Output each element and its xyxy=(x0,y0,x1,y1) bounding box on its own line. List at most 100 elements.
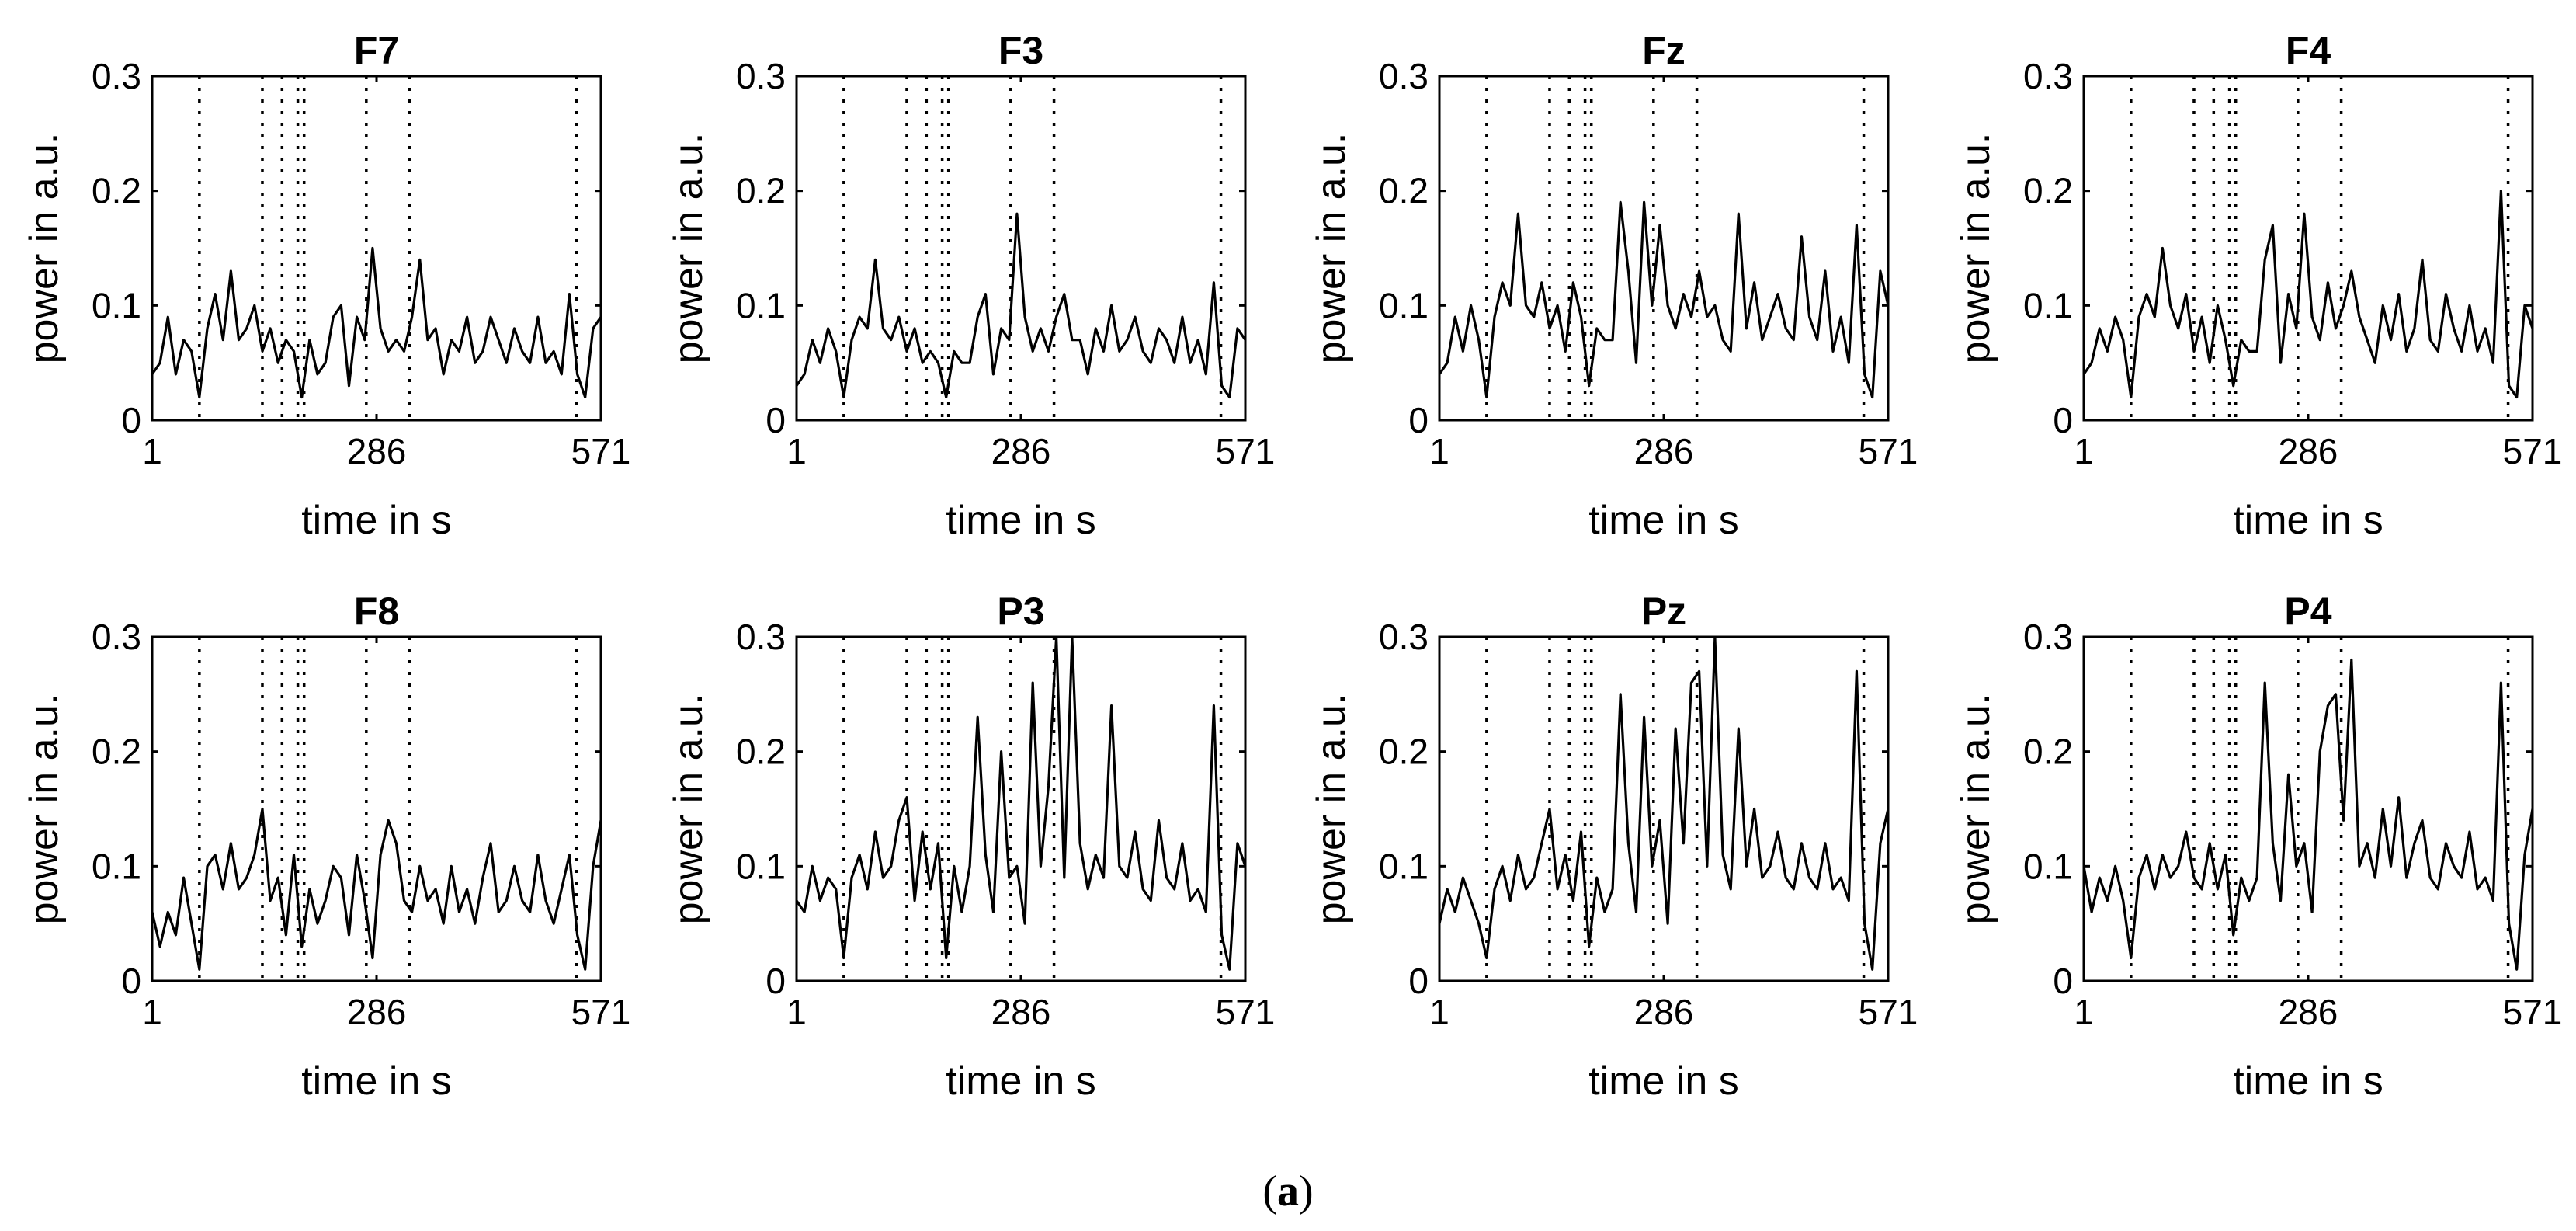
chart-title: F3 xyxy=(998,29,1043,72)
x-tick-label: 1 xyxy=(1429,431,1449,471)
y-tick-label: 0.3 xyxy=(1379,56,1429,96)
x-axis-label: time in s xyxy=(301,1059,452,1104)
y-tick-label: 0 xyxy=(1408,961,1429,1001)
y-tick-label: 0.1 xyxy=(736,846,786,886)
x-tick-label: 1 xyxy=(1429,992,1449,1032)
y-axis-label: power in a.u. xyxy=(1953,133,1998,364)
x-tick-label: 286 xyxy=(1634,992,1694,1032)
chart-title: Pz xyxy=(1641,589,1686,633)
y-tick-label: 0.3 xyxy=(1379,617,1429,657)
series-line-f7 xyxy=(152,246,601,399)
x-axis-label: time in s xyxy=(946,498,1096,543)
x-tick-label: 286 xyxy=(2279,992,2338,1032)
x-tick-label: 1 xyxy=(786,992,807,1032)
series-line-fz xyxy=(1439,200,1888,399)
x-tick-label: 1 xyxy=(2074,431,2094,471)
y-tick-label: 0.1 xyxy=(92,285,141,325)
series-line-f8 xyxy=(152,807,601,971)
x-axis-label: time in s xyxy=(2233,1059,2383,1104)
chart-panel-f7: 1 286 571 0 0.1 0.2 0.3 F7 time in s power in a.u… xyxy=(22,29,630,543)
x-tick-label: 571 xyxy=(1859,431,1918,471)
y-tick-label: 0.3 xyxy=(2023,617,2073,657)
y-tick-label: 0.1 xyxy=(1379,846,1429,886)
series-line-p3 xyxy=(797,637,1245,971)
series-line-pz xyxy=(1439,637,1888,971)
x-tick-label: 1 xyxy=(2074,992,2094,1032)
chart-title: F7 xyxy=(354,29,399,72)
x-axis-label: time in s xyxy=(1588,1059,1739,1104)
chart-panel-fz: 1 286 571 0 0.1 0.2 0.3 Fz time in s power in a.u… xyxy=(1309,29,1918,543)
y-tick-label: 0.2 xyxy=(736,171,786,211)
y-tick-label: 0 xyxy=(121,961,141,1001)
x-tick-label: 571 xyxy=(1859,992,1918,1032)
y-tick-label: 0.1 xyxy=(92,846,141,886)
y-axis-label: power in a.u. xyxy=(666,133,711,364)
y-axis-label: power in a.u. xyxy=(22,694,67,925)
y-tick-label: 0 xyxy=(2053,961,2073,1001)
chart-panel-p3: 1 286 571 0 0.1 0.2 0.3 P3 time in s power in a.u… xyxy=(666,589,1275,1104)
x-tick-label: 286 xyxy=(347,992,407,1032)
x-tick-label: 286 xyxy=(991,431,1051,471)
y-axis-label: power in a.u. xyxy=(1309,694,1354,925)
x-tick-label: 286 xyxy=(1634,431,1694,471)
y-tick-label: 0.3 xyxy=(736,56,786,96)
x-tick-label: 286 xyxy=(2279,431,2338,471)
x-tick-label: 1 xyxy=(786,431,807,471)
series-line-p4 xyxy=(2084,658,2533,971)
chart-title: F8 xyxy=(354,589,399,633)
x-tick-label: 571 xyxy=(1216,431,1276,471)
chart-title: P3 xyxy=(997,589,1044,633)
x-axis-label: time in s xyxy=(2233,498,2383,543)
y-tick-label: 0.1 xyxy=(2023,846,2073,886)
figure-caption: (a) xyxy=(1262,1167,1313,1215)
chart-title: Fz xyxy=(1642,29,1686,72)
x-tick-label: 286 xyxy=(991,992,1051,1032)
x-tick-label: 1 xyxy=(142,992,162,1032)
x-axis-label: time in s xyxy=(1588,498,1739,543)
chart-panel-f8: 1 286 571 0 0.1 0.2 0.3 F8 time in s power in a.u… xyxy=(22,589,630,1104)
caption-open-paren: ( xyxy=(1262,1167,1277,1215)
y-tick-label: 0.3 xyxy=(92,56,141,96)
y-tick-label: 0.1 xyxy=(736,285,786,325)
chart-panel-p4: 1 286 571 0 0.1 0.2 0.3 P4 time in s power in a.u… xyxy=(1953,589,2562,1104)
y-tick-label: 0.2 xyxy=(736,732,786,772)
x-axis-label: time in s xyxy=(301,498,452,543)
y-axis-label: power in a.u. xyxy=(22,133,67,364)
y-axis-label: power in a.u. xyxy=(1953,694,1998,925)
y-tick-label: 0.3 xyxy=(92,617,141,657)
y-tick-label: 0 xyxy=(121,400,141,440)
x-axis-label: time in s xyxy=(946,1059,1096,1104)
y-tick-label: 0.2 xyxy=(2023,171,2073,211)
y-axis-label: power in a.u. xyxy=(666,694,711,925)
y-tick-label: 0 xyxy=(2053,400,2073,440)
x-tick-label: 286 xyxy=(347,431,407,471)
chart-panel-f4: 1 286 571 0 0.1 0.2 0.3 F4 time in s power in a.u… xyxy=(1953,29,2562,543)
chart-panel-pz: 1 286 571 0 0.1 0.2 0.3 Pz time in s power in a.u… xyxy=(1309,589,1918,1104)
y-tick-label: 0.3 xyxy=(2023,56,2073,96)
chart-panel-f3: 1 286 571 0 0.1 0.2 0.3 F3 time in s power in a.u… xyxy=(666,29,1275,543)
y-tick-label: 0.2 xyxy=(92,732,141,772)
chart-title: P4 xyxy=(2284,589,2331,633)
chart-title: F4 xyxy=(2286,29,2331,72)
x-tick-label: 571 xyxy=(571,992,631,1032)
y-tick-label: 0.1 xyxy=(2023,285,2073,325)
y-tick-label: 0 xyxy=(766,961,786,1001)
panel-grid: 1 286 571 0 0.1 0.2 0.3 F7 time in s power in a.u… xyxy=(22,29,2562,1104)
y-tick-label: 0 xyxy=(1408,400,1429,440)
caption-close-paren: ) xyxy=(1299,1167,1314,1215)
series-line-f4 xyxy=(2084,190,2533,399)
y-tick-label: 0.2 xyxy=(92,171,141,211)
x-tick-label: 571 xyxy=(2503,431,2563,471)
y-axis-label: power in a.u. xyxy=(1309,133,1354,364)
y-tick-label: 0 xyxy=(766,400,786,440)
y-tick-label: 0.2 xyxy=(1379,171,1429,211)
x-tick-label: 571 xyxy=(571,431,631,471)
x-tick-label: 571 xyxy=(2503,992,2563,1032)
x-tick-label: 571 xyxy=(1216,992,1276,1032)
y-tick-label: 0.2 xyxy=(2023,732,2073,772)
series-line-f3 xyxy=(797,212,1245,399)
y-tick-label: 0.2 xyxy=(1379,732,1429,772)
y-tick-label: 0.3 xyxy=(736,617,786,657)
